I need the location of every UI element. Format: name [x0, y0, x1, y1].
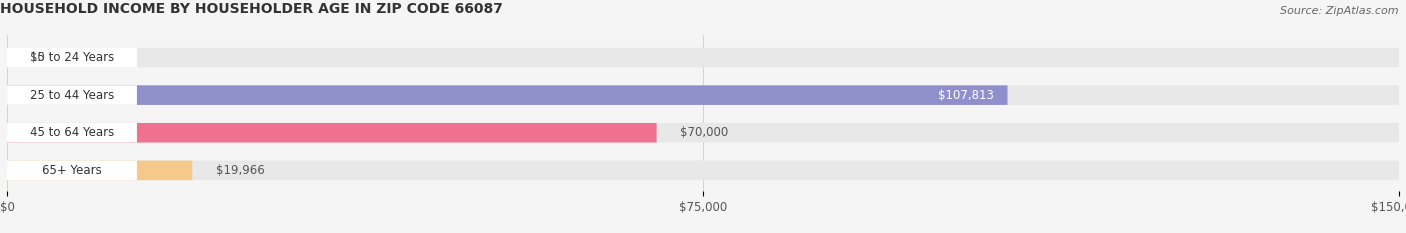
- Text: Source: ZipAtlas.com: Source: ZipAtlas.com: [1281, 6, 1399, 16]
- Text: $70,000: $70,000: [681, 126, 728, 139]
- Text: 65+ Years: 65+ Years: [42, 164, 101, 177]
- Text: 25 to 44 Years: 25 to 44 Years: [30, 89, 114, 102]
- Text: HOUSEHOLD INCOME BY HOUSEHOLDER AGE IN ZIP CODE 66087: HOUSEHOLD INCOME BY HOUSEHOLDER AGE IN Z…: [0, 2, 503, 16]
- FancyBboxPatch shape: [7, 85, 136, 105]
- Text: $19,966: $19,966: [215, 164, 264, 177]
- FancyBboxPatch shape: [7, 85, 1008, 105]
- FancyBboxPatch shape: [7, 161, 1399, 180]
- Text: $107,813: $107,813: [938, 89, 994, 102]
- FancyBboxPatch shape: [7, 48, 136, 67]
- Text: $0: $0: [31, 51, 45, 64]
- FancyBboxPatch shape: [7, 85, 1399, 105]
- Text: 45 to 64 Years: 45 to 64 Years: [30, 126, 114, 139]
- FancyBboxPatch shape: [7, 48, 1399, 67]
- FancyBboxPatch shape: [7, 161, 193, 180]
- Text: 15 to 24 Years: 15 to 24 Years: [30, 51, 114, 64]
- FancyBboxPatch shape: [7, 123, 657, 143]
- FancyBboxPatch shape: [7, 161, 136, 180]
- FancyBboxPatch shape: [7, 123, 136, 143]
- FancyBboxPatch shape: [7, 123, 1399, 143]
